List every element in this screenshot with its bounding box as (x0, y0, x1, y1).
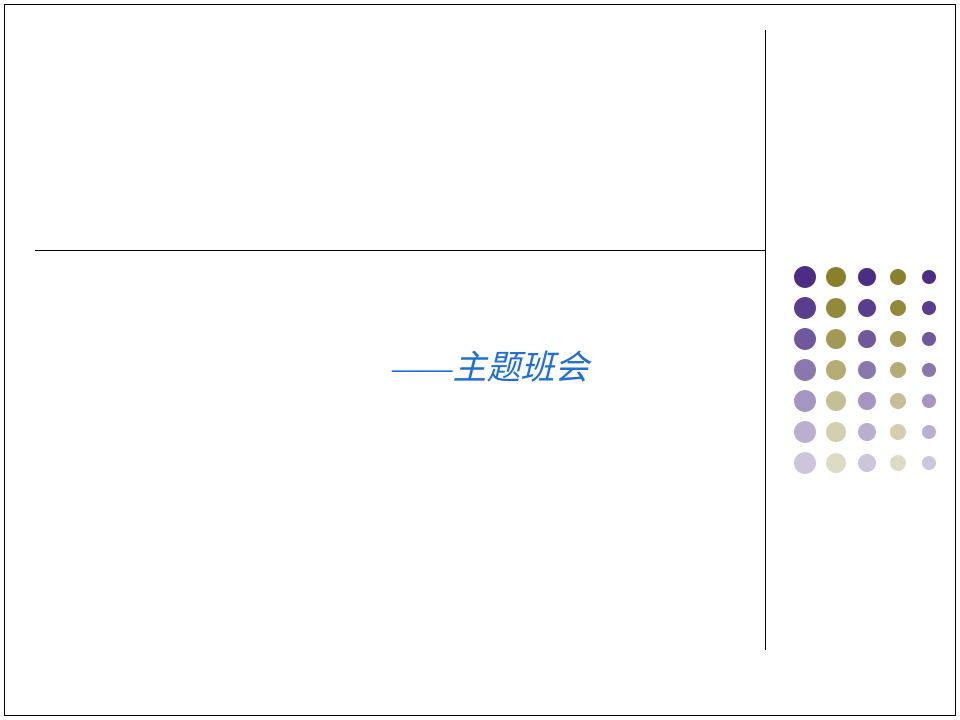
decorative-dot (890, 455, 906, 471)
slide-title: ——主题班会 (392, 340, 588, 389)
decorative-dot (890, 362, 906, 378)
decorative-dot (858, 268, 876, 286)
decorative-dot (794, 266, 816, 288)
decorative-dot (858, 423, 876, 441)
decorative-dot (922, 332, 936, 346)
decorative-dot (826, 453, 846, 473)
decorative-dot (826, 298, 846, 318)
decorative-dot (922, 394, 936, 408)
decorative-dot (858, 454, 876, 472)
decorative-dot (794, 390, 816, 412)
decorative-dot (922, 425, 936, 439)
horizontal-divider (35, 250, 765, 251)
decorative-dot (858, 330, 876, 348)
decorative-dot (794, 421, 816, 443)
decorative-dot (826, 422, 846, 442)
decorative-dot (858, 299, 876, 317)
decorative-dot (826, 329, 846, 349)
decorative-dot (794, 328, 816, 350)
decorative-dot (826, 267, 846, 287)
decorative-dot (794, 452, 816, 474)
decorative-dot (890, 269, 906, 285)
decorative-dot (922, 456, 936, 470)
decorative-dot (794, 359, 816, 381)
decorative-dot (922, 363, 936, 377)
decorative-dot (922, 270, 936, 284)
decorative-dot (890, 393, 906, 409)
decorative-dot (890, 424, 906, 440)
decorative-dot (890, 331, 906, 347)
decorative-dot (858, 392, 876, 410)
slide: ——主题班会 (0, 0, 960, 720)
decorative-dot (794, 297, 816, 319)
decorative-dot (826, 391, 846, 411)
vertical-divider (765, 30, 766, 650)
decorative-dot (922, 301, 936, 315)
decorative-dot (890, 300, 906, 316)
decorative-dot (826, 360, 846, 380)
decorative-dot (858, 361, 876, 379)
